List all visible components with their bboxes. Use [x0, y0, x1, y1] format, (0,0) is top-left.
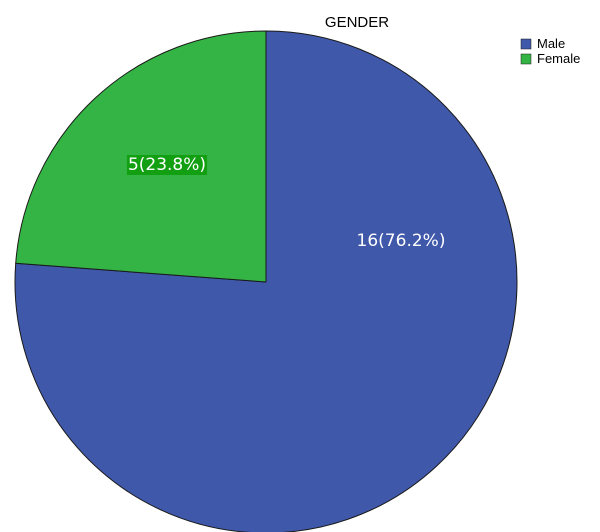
- pie-slices: [14, 30, 518, 532]
- pie-data-labels: 16(76.2%) 5(23.8%): [126, 155, 447, 251]
- data-label-male: 16(76.2%): [355, 231, 447, 251]
- data-label-text-male: 16(76.2%): [357, 231, 446, 251]
- data-label-text-female: 5(23.8%): [128, 155, 206, 175]
- data-label-bg-male: [355, 231, 447, 251]
- legend-label-male: Male: [537, 36, 565, 51]
- legend-item-male: Male: [520, 36, 565, 51]
- data-label-bg-female: [126, 155, 208, 175]
- data-label-female: 5(23.8%): [126, 155, 208, 175]
- chart-title: GENDER: [325, 14, 389, 31]
- legend-label-female: Female: [537, 51, 580, 66]
- legend: Male Female: [520, 36, 580, 66]
- legend-swatch-male: [520, 38, 532, 50]
- legend-swatch-female: [520, 53, 532, 65]
- legend-item-female: Female: [520, 51, 580, 66]
